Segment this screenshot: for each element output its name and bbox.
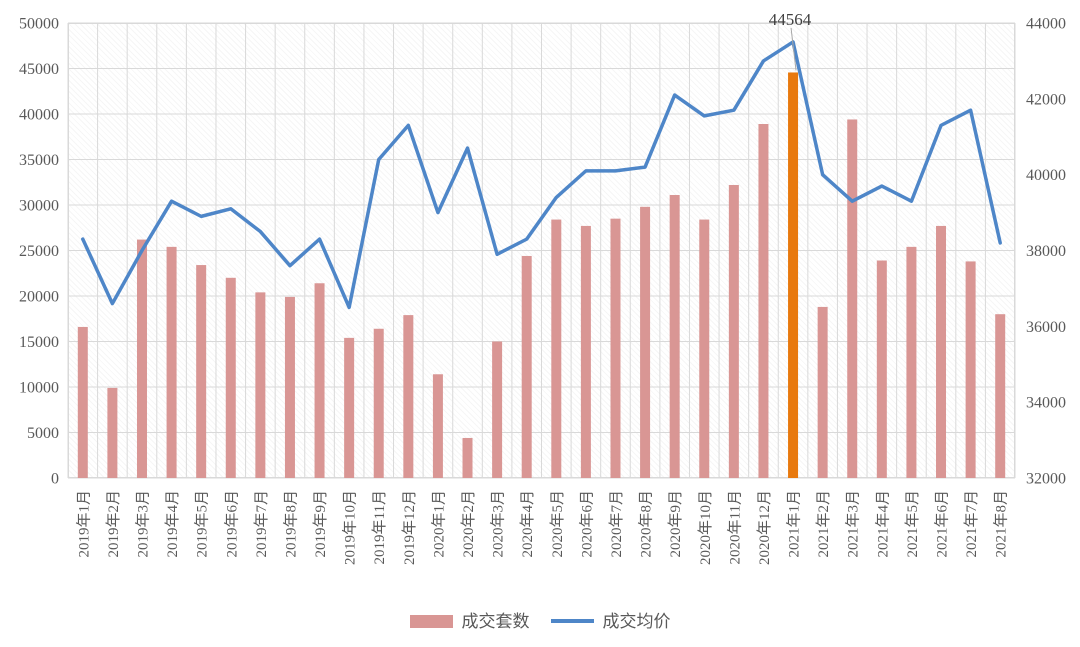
bar-2021年2月 (817, 306, 828, 478)
annotation-leader-line (790, 27, 797, 71)
left-axis-tick: 0 (51, 471, 59, 488)
right-axis-tick: 42000 (1026, 91, 1066, 108)
left-axis-tick: 5000 (27, 425, 59, 442)
bar-2019年6月 (225, 277, 236, 478)
right-axis-tick: 34000 (1026, 395, 1066, 412)
bar-2020年9月 (669, 194, 680, 479)
x-axis-label: 2021年2月 (815, 490, 832, 558)
x-axis-label: 2020年1月 (430, 490, 447, 558)
x-axis-label: 2020年8月 (638, 490, 655, 558)
right-axis-tick: 38000 (1026, 243, 1066, 260)
legend-bar-label: 成交套数 (461, 611, 530, 631)
left-axis-tick: 40000 (19, 107, 59, 124)
x-axis-label: 2019年8月 (282, 490, 299, 558)
left-axis-tick: 15000 (19, 334, 59, 351)
x-axis-label: 2019年10月 (342, 490, 359, 565)
bar-2020年8月 (640, 206, 651, 478)
bar-2021年6月 (936, 225, 947, 478)
bar-2019年4月 (166, 246, 177, 478)
x-axis-label: 2021年1月 (786, 490, 803, 558)
bar-2019年7月 (255, 292, 266, 478)
bar-2021年4月 (876, 260, 887, 478)
bar-2020年12月 (758, 124, 769, 478)
bar-2019年10月 (344, 337, 355, 478)
bar-2019年2月 (107, 387, 118, 478)
x-axis-label: 2020年7月 (608, 490, 625, 558)
bar-2020年1月 (432, 374, 443, 478)
x-axis-label: 2021年5月 (904, 490, 921, 558)
left-axis-tick: 50000 (19, 16, 59, 33)
annotation-label: 44564 (769, 10, 812, 29)
legend-line-swatch (550, 619, 594, 623)
bar-2020年10月 (699, 219, 710, 478)
x-axis-label: 2019年12月 (401, 490, 418, 565)
x-axis-label: 2020年2月 (460, 490, 477, 558)
x-axis-label: 2019年7月 (253, 490, 270, 558)
legend-line-label: 成交均价 (602, 611, 671, 631)
right-axis-tick: 36000 (1026, 319, 1066, 336)
right-axis-tick: 44000 (1026, 16, 1066, 33)
legend-bar-swatch (409, 614, 453, 628)
x-axis-label: 2020年12月 (756, 490, 773, 565)
bar-2019年8月 (284, 296, 295, 478)
bar-2019年12月 (403, 315, 414, 478)
left-axis-tick: 30000 (19, 198, 59, 215)
bar-2019年1月 (77, 326, 88, 478)
legend: 成交套数 成交均价 (0, 605, 1080, 637)
bar-2019年11月 (373, 328, 384, 478)
right-axis-tick: 40000 (1026, 167, 1066, 184)
left-axis-tick: 45000 (19, 61, 59, 78)
bar-2020年3月 (492, 341, 503, 478)
x-axis-label: 2019年4月 (164, 490, 181, 558)
x-axis-label: 2019年6月 (223, 490, 240, 558)
bar-2021年5月 (906, 246, 917, 478)
x-axis-label: 2019年9月 (312, 490, 329, 558)
x-axis-label: 2021年6月 (934, 490, 951, 558)
x-axis-label: 2021年4月 (874, 490, 891, 558)
price-line (81, 40, 1002, 310)
bar-2020年11月 (728, 184, 739, 479)
x-axis-label: 2021年8月 (993, 490, 1010, 558)
x-axis-label: 2020年11月 (726, 490, 743, 564)
x-axis-label: 2021年7月 (963, 490, 980, 558)
x-axis-label: 2020年9月 (667, 490, 684, 558)
bar-2021年3月 (847, 119, 858, 479)
left-axis-tick: 25000 (19, 243, 59, 260)
bar-2021年7月 (965, 261, 976, 478)
bar-2019年5月 (196, 265, 207, 478)
x-axis-label: 2020年6月 (578, 490, 595, 558)
x-axis-label: 2019年11月 (371, 490, 388, 564)
x-axis-label: 2019年1月 (75, 490, 92, 558)
bar-2020年2月 (462, 437, 473, 478)
bar-2020年4月 (521, 255, 532, 478)
bar-2020年7月 (610, 218, 621, 478)
bar-2019年3月 (136, 239, 147, 478)
x-axis-label: 2021年3月 (845, 490, 862, 558)
bar-2019年9月 (314, 283, 325, 478)
left-axis-tick: 20000 (19, 289, 59, 306)
right-axis-tick: 32000 (1026, 471, 1066, 488)
x-axis-label: 2020年3月 (490, 490, 507, 558)
x-axis-label: 2019年3月 (134, 490, 151, 558)
x-axis-label: 2020年4月 (519, 490, 536, 558)
x-axis-label: 2019年5月 (194, 490, 211, 558)
bar-2021年1月 (788, 72, 799, 479)
x-axis-label: 2019年2月 (105, 490, 122, 558)
left-axis-tick: 35000 (19, 152, 59, 169)
x-axis-label: 2020年5月 (549, 490, 566, 558)
x-axis-label: 2020年10月 (697, 490, 714, 565)
bar-2021年8月 (995, 314, 1006, 478)
left-axis-tick: 10000 (19, 380, 59, 397)
bar-2020年6月 (580, 225, 591, 478)
bar-2020年5月 (551, 219, 562, 478)
